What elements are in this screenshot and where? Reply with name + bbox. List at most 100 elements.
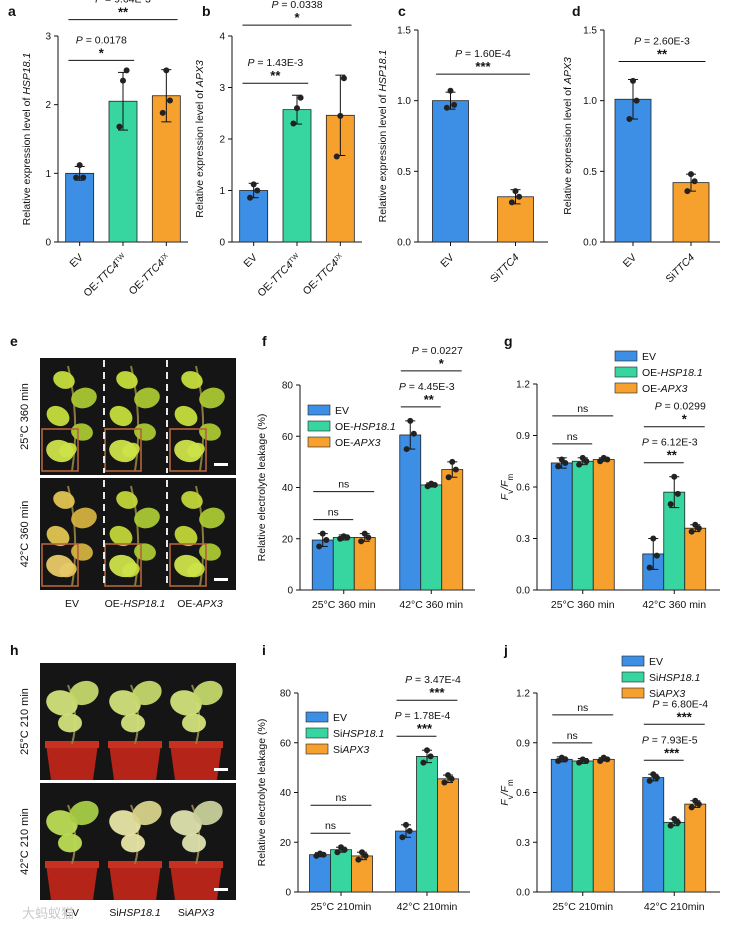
bar xyxy=(353,537,376,591)
data-point xyxy=(512,188,519,195)
data-point xyxy=(73,174,80,181)
panel-letter: a xyxy=(8,3,16,19)
inset-leaf xyxy=(109,439,137,463)
data-point xyxy=(359,849,365,856)
y-tick-label: 0.3 xyxy=(516,534,530,545)
bar xyxy=(395,830,417,893)
bar xyxy=(309,854,331,893)
y-tick-label: 0.5 xyxy=(583,167,597,178)
leaf xyxy=(53,371,75,389)
photo-row xyxy=(40,478,236,590)
pot-rim xyxy=(45,861,99,868)
data-point xyxy=(80,174,87,181)
panel-letter: j xyxy=(503,642,508,658)
legend-swatch xyxy=(621,655,645,667)
data-point xyxy=(626,116,633,123)
y-tick-label: 20 xyxy=(280,838,292,849)
photo-row xyxy=(40,663,236,780)
data-point xyxy=(163,67,170,74)
p-value-label: P = 1.43E-3 xyxy=(247,57,303,69)
y-tick-label: 1.2 xyxy=(516,689,530,700)
significance-stars: * xyxy=(682,412,688,427)
bar xyxy=(420,484,443,591)
leaf xyxy=(193,680,223,706)
leaf xyxy=(181,491,203,509)
leaf xyxy=(46,405,70,427)
leaf xyxy=(134,387,160,409)
significance-stars: *** xyxy=(475,59,491,74)
data-point xyxy=(671,473,678,480)
significance-ns: ns xyxy=(335,792,346,804)
data-point xyxy=(449,458,456,465)
p-value-label: P = 3.47E-4 xyxy=(405,674,461,686)
bar xyxy=(332,537,355,591)
panel-letter: c xyxy=(398,3,406,19)
inset-leaf xyxy=(46,554,74,578)
y-tick-label: 1 xyxy=(219,186,225,197)
leaf xyxy=(69,680,99,706)
significance-stars: ** xyxy=(667,448,678,463)
legend-swatch xyxy=(305,727,329,739)
legend-swatch xyxy=(307,436,331,448)
bar xyxy=(571,760,594,893)
x-tick-label: SiTTC4 xyxy=(488,252,522,286)
data-point xyxy=(362,852,369,859)
significance-stars: *** xyxy=(417,721,433,736)
scale-bar xyxy=(214,888,228,891)
y-axis-label: Fv/Fm xyxy=(499,779,515,806)
scale-bar xyxy=(214,768,228,771)
pot-rim xyxy=(108,741,162,748)
row-label: 25°C 210 min xyxy=(19,688,31,755)
pot xyxy=(170,744,222,780)
y-tick-label: 0 xyxy=(287,586,293,597)
data-point xyxy=(562,459,569,466)
data-point xyxy=(555,463,562,470)
leaf xyxy=(116,371,138,389)
y-tick-label: 0.9 xyxy=(516,431,530,442)
leaf xyxy=(199,423,221,441)
column-label: OE-APX3 xyxy=(177,598,223,610)
data-point xyxy=(667,822,674,829)
plant xyxy=(109,800,162,865)
legend-label: SiHSP18.1 xyxy=(333,728,384,740)
inset-leaf xyxy=(46,439,74,463)
significance-stars: ** xyxy=(118,5,129,20)
leaf xyxy=(182,833,206,853)
y-tick-label: 3 xyxy=(219,83,225,94)
legend-swatch xyxy=(614,350,638,362)
y-tick-label: 2 xyxy=(45,100,51,111)
y-tick-label: 1.0 xyxy=(583,96,597,107)
y-axis-label: Fv/Fm xyxy=(499,473,515,500)
y-tick-label: 1.5 xyxy=(397,26,411,37)
significance-ns: ns xyxy=(567,730,578,742)
y-axis-label: Relative electrolyte leakage (%) xyxy=(256,414,268,562)
significance-stars: *** xyxy=(429,685,445,700)
y-axis-label: Relative expression level of APX3 xyxy=(194,60,206,218)
bar xyxy=(684,527,707,591)
data-point xyxy=(441,779,448,786)
y-axis-label: Relative electrolyte leakage (%) xyxy=(256,719,268,867)
column-label: EV xyxy=(65,598,79,610)
column-label: SiHSP18.1 xyxy=(109,907,160,919)
y-tick-label: 0.0 xyxy=(516,586,530,597)
bar xyxy=(282,109,312,243)
y-tick-label: 40 xyxy=(280,788,292,799)
significance-stars: ** xyxy=(657,46,668,61)
data-point xyxy=(403,821,409,828)
y-tick-label: 1.5 xyxy=(583,26,597,37)
data-point xyxy=(583,757,590,764)
data-point xyxy=(76,162,83,169)
data-point xyxy=(403,446,410,453)
chart-g: 0.0 0.3 0.6 0.9 1.2 Fv/Fm g 25°C 360 min 42°C 36… xyxy=(499,333,720,611)
leaf xyxy=(71,543,93,561)
x-tick-label: OE-TTC4TW xyxy=(81,251,129,299)
x-tick-label: 25°C 360 min xyxy=(551,599,615,611)
data-point xyxy=(407,417,414,424)
data-point xyxy=(247,194,254,201)
significance-ns: ns xyxy=(338,479,349,491)
data-point xyxy=(695,801,702,808)
chart-a: 0 1 2 3 Relative expression level of HSP18.1… xyxy=(8,0,188,299)
data-point xyxy=(120,77,126,84)
data-point xyxy=(516,193,523,200)
